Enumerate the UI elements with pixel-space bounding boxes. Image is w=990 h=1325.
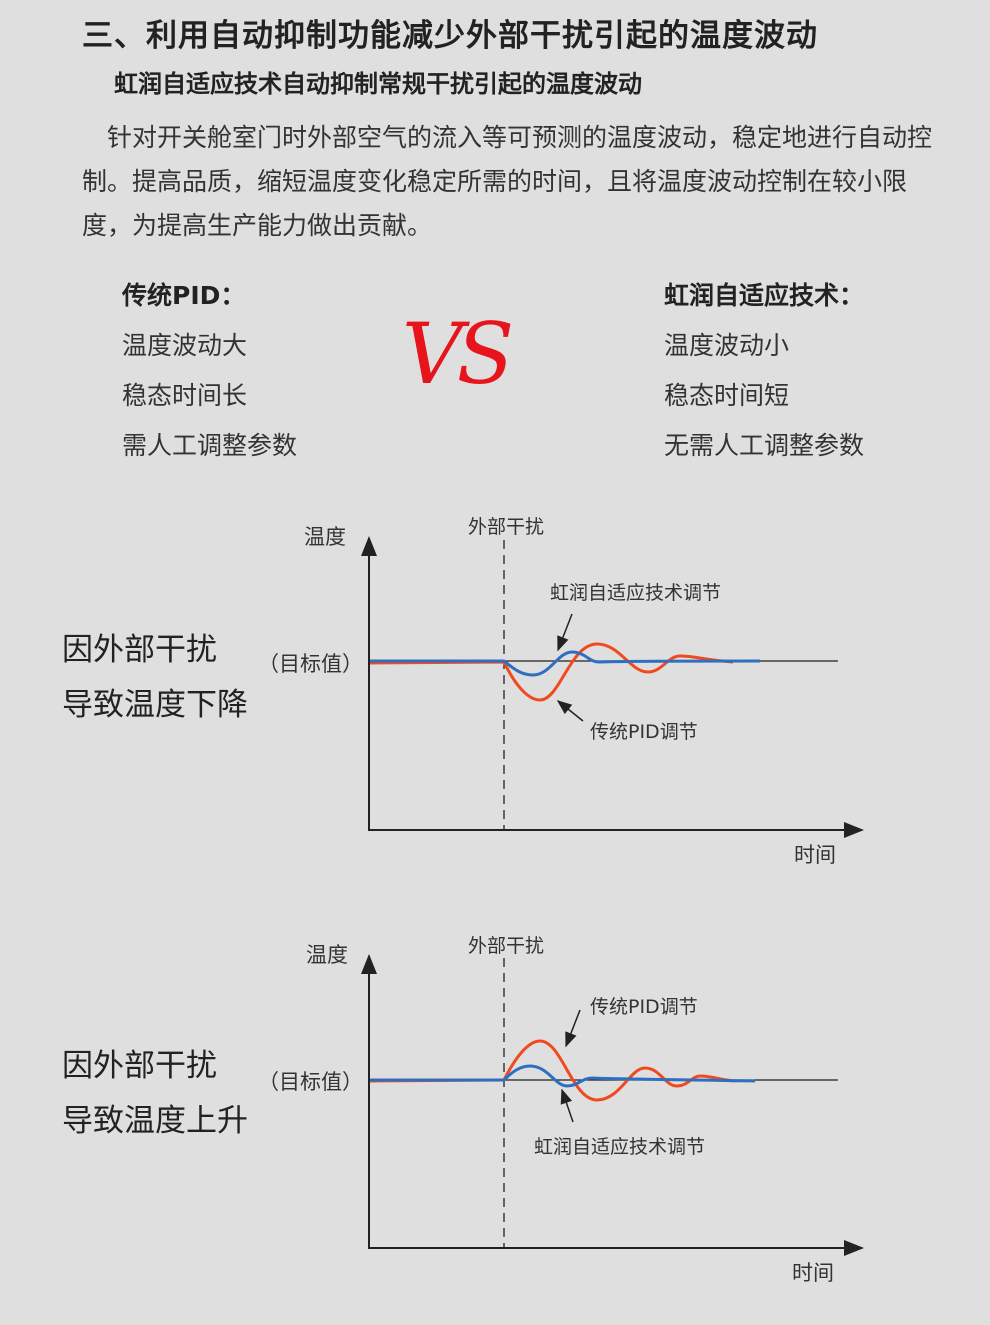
diagram1-event-label: 外部干扰 <box>468 516 545 538</box>
intro-paragraph: 针对开关舱室门时外部空气的流入等可预测的温度波动，稳定地进行自动控制。提高品质，… <box>82 123 933 240</box>
adaptive-item: 无需人工调整参数 <box>664 431 865 460</box>
adaptive-title: 虹润自适应技术： <box>664 281 865 310</box>
diagram1-side-label: 导致温度下降 <box>62 687 248 723</box>
diagram2-x-label: 时间 <box>792 1261 834 1285</box>
diagram1-pid-label: 传统PID调节 <box>590 721 698 743</box>
diagram2-adaptive-curve <box>370 1064 756 1088</box>
adaptive-item: 稳态时间短 <box>664 381 790 410</box>
diagram1-x-label: 时间 <box>794 843 836 867</box>
diagram2-side-label: 导致温度上升 <box>62 1103 248 1139</box>
diagram2-pid-label: 传统PID调节 <box>590 996 698 1018</box>
pid-item: 需人工调整参数 <box>122 431 298 460</box>
section-subheading: 虹润自适应技术自动抑制常规干扰引起的温度波动 <box>114 70 642 98</box>
adaptive-item: 温度波动小 <box>664 331 790 360</box>
diagram1-pid-curve <box>369 642 734 702</box>
diagram2-adaptive-arrow <box>560 1088 574 1123</box>
diagram2-pid-curve <box>369 1039 736 1102</box>
section-heading: 三、利用自动抑制功能减少外部干扰引起的温度波动 <box>82 18 818 54</box>
diagram2-target-label: （目标值） <box>258 1070 363 1094</box>
vs-mark: VS <box>402 312 514 396</box>
diagram1-adaptive-arrow <box>557 613 573 652</box>
pid-item: 稳态时间长 <box>122 381 248 410</box>
diagram2 <box>361 954 864 1256</box>
diagram2-adaptive-label: 虹润自适应技术调节 <box>534 1136 706 1158</box>
diagram1-target-label: （目标值） <box>258 652 363 676</box>
diagram2-event-label: 外部干扰 <box>468 935 545 957</box>
diagram1 <box>361 536 864 838</box>
diagram2-y-label: 温度 <box>306 943 348 967</box>
diagram1-adaptive-curve <box>370 650 761 677</box>
diagram1-pid-arrow <box>556 700 584 722</box>
pid-item: 温度波动大 <box>122 331 248 360</box>
diagram1-adaptive-label: 虹润自适应技术调节 <box>550 582 722 604</box>
diagram2-side-label: 因外部干扰 <box>62 1048 217 1084</box>
vs-text: VS <box>402 305 514 403</box>
diagram1-y-label: 温度 <box>304 525 346 549</box>
diagram1-side-label: 因外部干扰 <box>62 632 217 668</box>
pid-title: 传统PID： <box>122 281 246 310</box>
diagram2-pid-arrow <box>565 1009 581 1048</box>
